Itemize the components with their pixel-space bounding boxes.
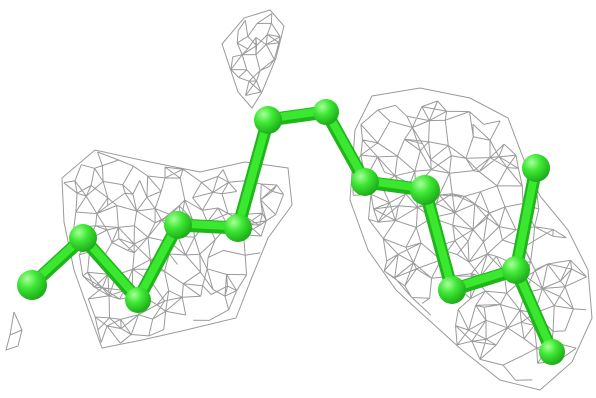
atom: [522, 154, 550, 182]
atom: [438, 276, 466, 304]
atom: [125, 287, 151, 313]
atom: [410, 175, 440, 205]
atom: [313, 99, 339, 125]
atom: [164, 211, 192, 239]
density-mesh: [5, 9, 593, 391]
atom: [17, 270, 47, 300]
bond: [421, 184, 456, 293]
bond: [234, 114, 272, 231]
atom: [502, 256, 530, 284]
atom: [224, 214, 252, 242]
atom: [254, 106, 282, 134]
atom: [539, 339, 565, 365]
atom: [69, 224, 97, 252]
mesh-top-spike-lines: [221, 9, 285, 109]
mesh-fragment: [5, 311, 23, 351]
bond: [512, 162, 540, 273]
mesh-top-spike: [221, 9, 285, 109]
atom: [351, 168, 379, 196]
molecule-atoms: [17, 99, 565, 365]
